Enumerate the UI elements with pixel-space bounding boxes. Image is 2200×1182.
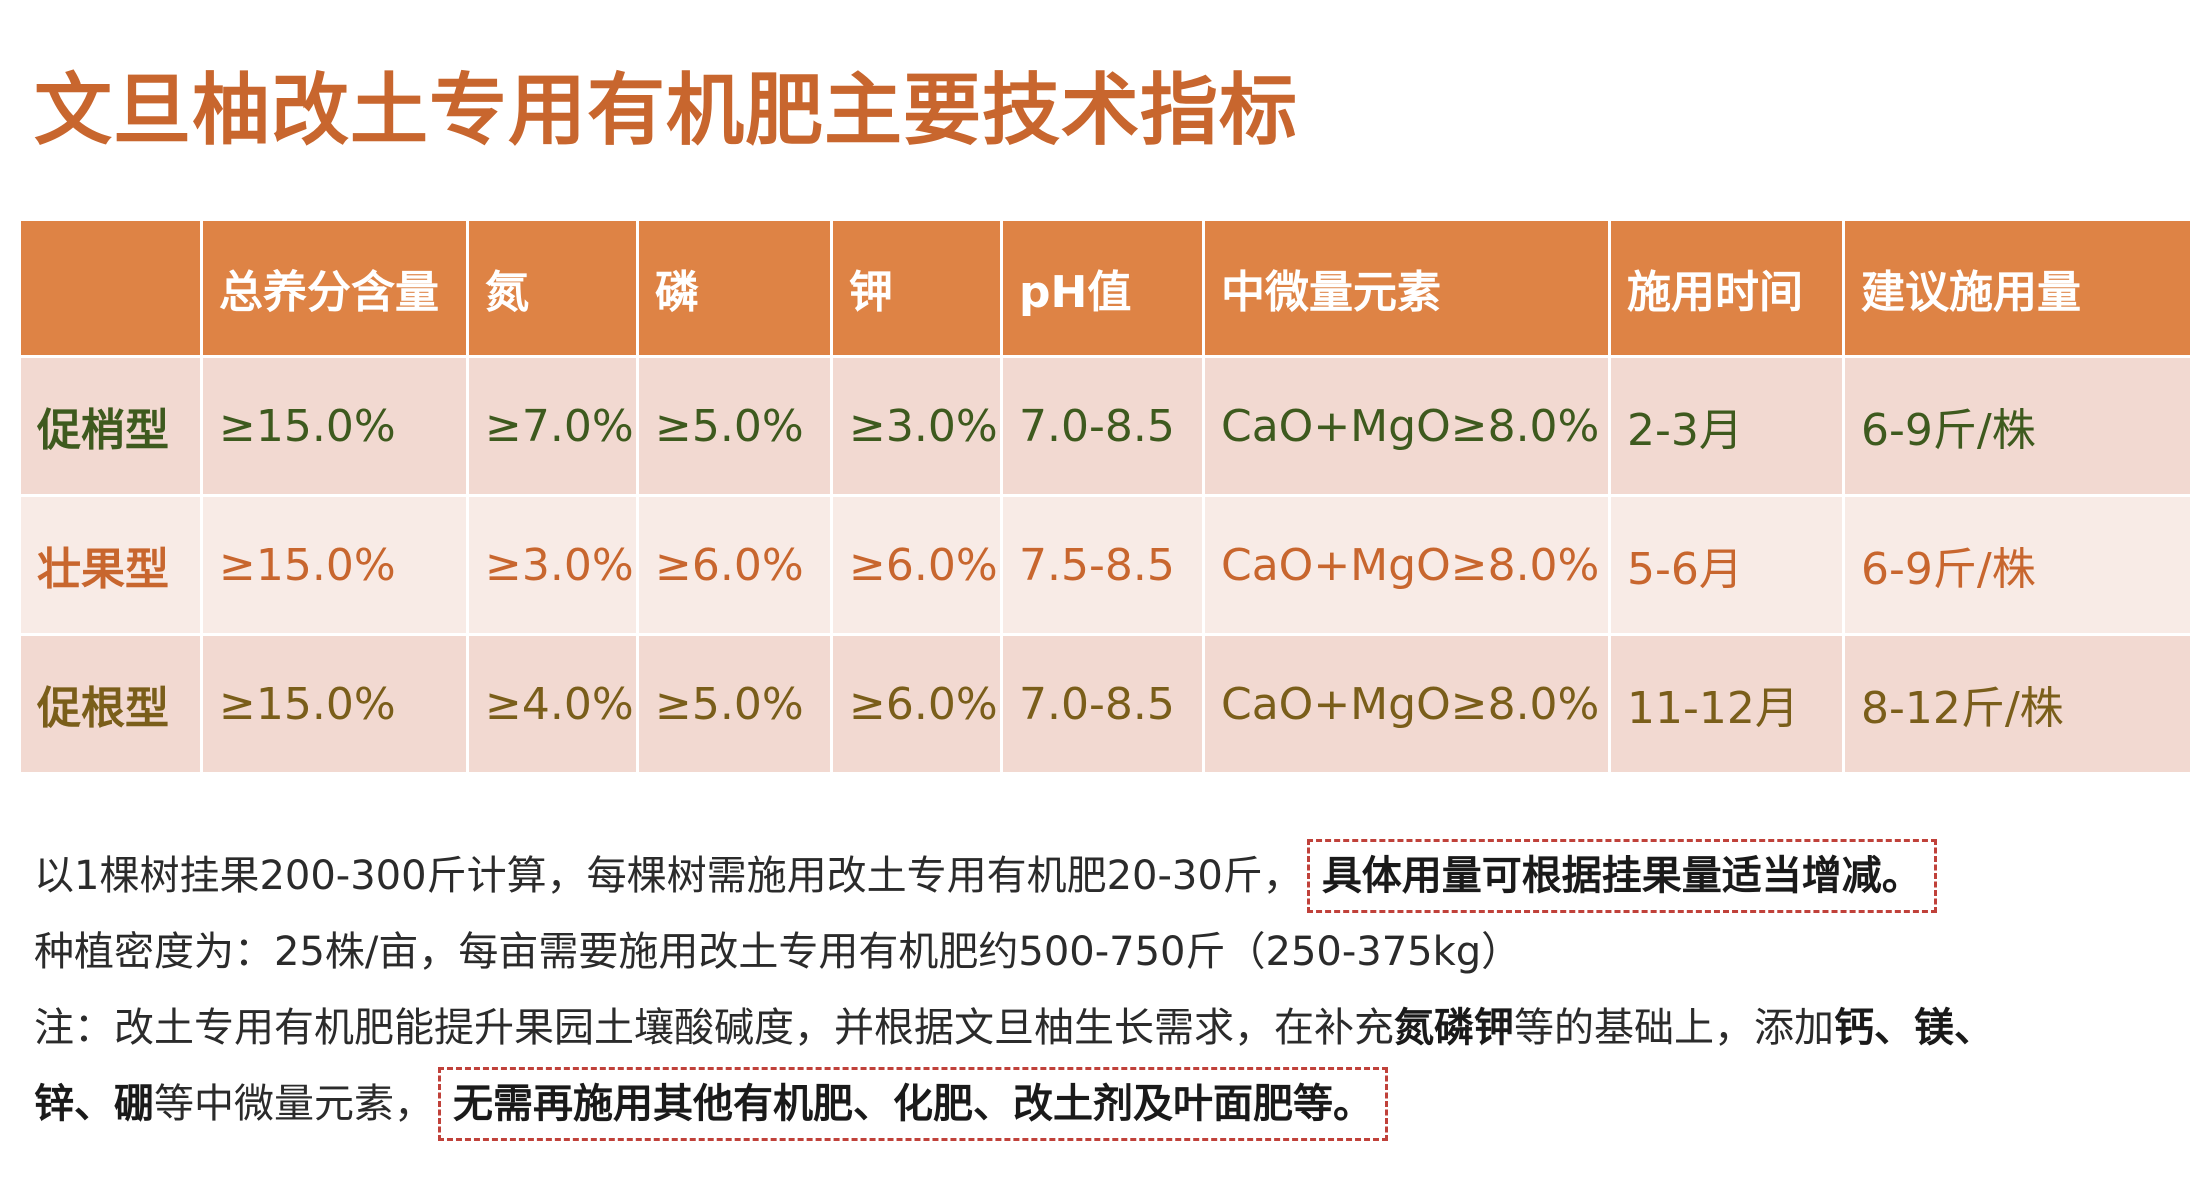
cell-nitrogen: ≥4.0%	[466, 633, 639, 775]
cell-potassium: ≥3.0%	[830, 355, 1003, 497]
cell-ph: 7.0-8.5	[1000, 633, 1205, 775]
row-type-name: 促梢型	[18, 355, 203, 497]
note-remark-text-b: 等中微量元素，	[154, 1081, 434, 1127]
note-line-remark-cont: 锌、硼 等中微量元素， 无需再施用其他有机肥、化肥、改土剂及叶面肥等。	[34, 1066, 2180, 1142]
table-row: 壮果型 ≥15.0% ≥3.0% ≥6.0% ≥6.0% 7.5-8.5 CaO…	[18, 494, 2193, 636]
cell-ph: 7.0-8.5	[1000, 355, 1205, 497]
row-type-name: 促根型	[18, 633, 203, 775]
cell-total-nutrient: ≥15.0%	[200, 355, 469, 497]
cell-apply-time: 5-6月	[1608, 494, 1845, 636]
cell-total-nutrient: ≥15.0%	[200, 494, 469, 636]
note-remark-zn-b: 锌、硼	[34, 1081, 154, 1127]
cell-potassium: ≥6.0%	[830, 633, 1003, 775]
note-remark-text-c: 等的基础上，添加	[1514, 1005, 1834, 1051]
page-title: 文旦柚改土专用有机肥主要技术指标	[34, 66, 1299, 156]
header-corner	[18, 218, 203, 358]
row-type-name: 壮果型	[18, 494, 203, 636]
header-apply-time: 施用时间	[1608, 218, 1845, 358]
note-line-density: 种植密度为：25株/亩，每亩需要施用改土专用有机肥约500-750斤（250-3…	[34, 914, 2180, 990]
header-nitrogen: 氮	[466, 218, 639, 358]
note-line-dosage: 以1棵树挂果200-300斤计算，每棵树需施用改土专用有机肥20-30斤， 具体…	[34, 838, 2180, 914]
cell-micro-elements: CaO+MgO≥8.0%	[1202, 494, 1611, 636]
notes-section: 以1棵树挂果200-300斤计算，每棵树需施用改土专用有机肥20-30斤， 具体…	[34, 838, 2180, 1142]
note-dosage-text: 以1棵树挂果200-300斤计算，每棵树需施用改土专用有机肥20-30斤，	[34, 853, 1303, 899]
cell-phosphorus: ≥5.0%	[636, 355, 833, 497]
note-dosage-highlight: 具体用量可根据挂果量适当增减。	[1306, 839, 1937, 913]
note-density-text: 种植密度为：25株/亩，每亩需要施用改土专用有机肥约500-750斤（250-3…	[34, 929, 1522, 975]
cell-dosage: 6-9斤/株	[1842, 355, 2193, 497]
header-micro-elements: 中微量元素	[1202, 218, 1611, 358]
header-dosage: 建议施用量	[1842, 218, 2193, 358]
cell-phosphorus: ≥6.0%	[636, 494, 833, 636]
cell-dosage: 6-9斤/株	[1842, 494, 2193, 636]
header-phosphorus: 磷	[636, 218, 833, 358]
cell-phosphorus: ≥5.0%	[636, 633, 833, 775]
cell-micro-elements: CaO+MgO≥8.0%	[1202, 633, 1611, 775]
cell-ph: 7.5-8.5	[1000, 494, 1205, 636]
table-header-row: 总养分含量 氮 磷 钾 pH值 中微量元素 施用时间 建议施用量	[18, 218, 2193, 358]
note-remark-highlight: 无需再施用其他有机肥、化肥、改土剂及叶面肥等。	[438, 1067, 1388, 1141]
header-potassium: 钾	[830, 218, 1003, 358]
cell-total-nutrient: ≥15.0%	[200, 633, 469, 775]
cell-micro-elements: CaO+MgO≥8.0%	[1202, 355, 1611, 497]
cell-potassium: ≥6.0%	[830, 494, 1003, 636]
table-row: 促梢型 ≥15.0% ≥7.0% ≥5.0% ≥3.0% 7.0-8.5 CaO…	[18, 355, 2193, 497]
header-ph: pH值	[1000, 218, 1205, 358]
cell-dosage: 8-12斤/株	[1842, 633, 2193, 775]
header-total-nutrient: 总养分含量	[200, 218, 469, 358]
cell-nitrogen: ≥3.0%	[466, 494, 639, 636]
note-line-remark: 注：改土专用有机肥能提升果园土壤酸碱度，并根据文旦柚生长需求，在补充 氮磷钾 等的基…	[34, 990, 2180, 1066]
spec-table: 总养分含量 氮 磷 钾 pH值 中微量元素 施用时间 建议施用量 促梢型 ≥15…	[18, 218, 2193, 775]
cell-nitrogen: ≥7.0%	[466, 355, 639, 497]
cell-apply-time: 11-12月	[1608, 633, 1845, 775]
note-remark-ca-mg: 钙、镁、	[1834, 1005, 1994, 1051]
note-remark-npk: 氮磷钾	[1394, 1005, 1514, 1051]
cell-apply-time: 2-3月	[1608, 355, 1845, 497]
note-remark-text-a: 注：改土专用有机肥能提升果园土壤酸碱度，并根据文旦柚生长需求，在补充	[34, 1005, 1394, 1051]
table-row: 促根型 ≥15.0% ≥4.0% ≥5.0% ≥6.0% 7.0-8.5 CaO…	[18, 633, 2193, 775]
